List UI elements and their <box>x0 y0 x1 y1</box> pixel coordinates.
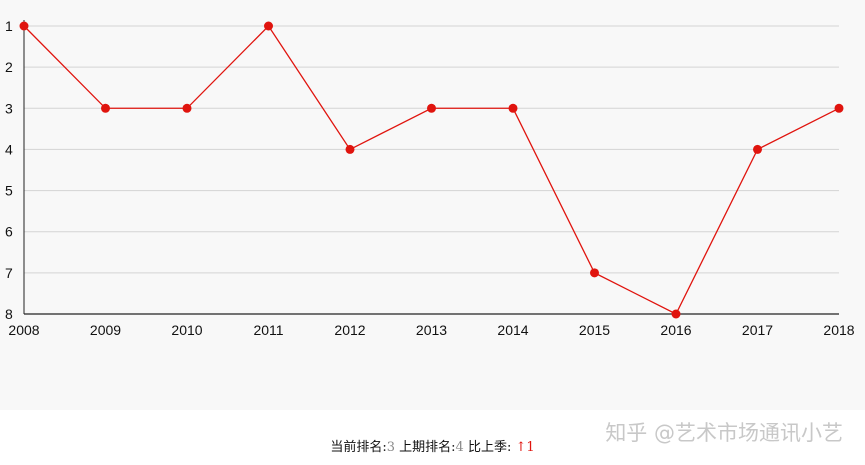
axis-layer <box>23 20 839 315</box>
x-tick-label: 2015 <box>579 322 610 338</box>
data-point <box>834 103 844 113</box>
data-point <box>19 21 29 31</box>
y-tick-label: 6 <box>5 224 13 240</box>
y-tick-label: 3 <box>5 100 13 116</box>
y-tick-label: 5 <box>5 183 13 199</box>
change-value: 1 <box>526 440 535 455</box>
data-point <box>671 309 681 319</box>
data-point <box>590 268 599 278</box>
x-tick-label: 2011 <box>253 322 283 338</box>
data-point <box>264 21 273 31</box>
x-tick-label: 2016 <box>660 322 691 338</box>
y-tick-label: 1 <box>5 18 13 34</box>
current-rank-label: 当前排名: <box>330 440 387 455</box>
current-rank-value: 3 <box>386 440 395 455</box>
y-tick-label: 4 <box>5 141 13 157</box>
grid-layer <box>24 25 839 274</box>
x-tick-label: 2012 <box>334 322 365 338</box>
x-tick-label: 2018 <box>823 322 854 338</box>
series-layer <box>19 21 844 319</box>
change-label: 比上季: <box>467 440 512 455</box>
x-tick-label: 2013 <box>416 322 447 338</box>
previous-rank-label: 上期排名: <box>399 440 456 455</box>
y-tick-label: 7 <box>5 265 13 281</box>
y-tick-label: 8 <box>5 306 13 322</box>
data-point <box>753 144 762 154</box>
up-arrow-icon: ↑ <box>515 440 527 455</box>
x-tick-label: 2017 <box>742 322 773 338</box>
rank-summary: 当前排名:3 上期排名:4 比上季: ↑1 <box>0 436 865 455</box>
data-point <box>427 103 436 113</box>
x-tick-label: 2008 <box>8 322 39 338</box>
x-tick-label: 2014 <box>497 322 528 338</box>
data-point <box>508 103 518 113</box>
x-tick-label: 2010 <box>171 322 202 338</box>
series-line <box>23 24 840 315</box>
y-tick-label: 2 <box>5 59 13 75</box>
data-point <box>101 103 110 113</box>
data-point <box>182 103 192 113</box>
data-point <box>345 144 355 154</box>
x-tick-label: 2009 <box>90 322 121 338</box>
watermark: 知乎 @艺术市场通讯小艺 <box>605 421 843 445</box>
chart-panel: 1 2 3 4 5 6 7 8 2008 2009 2010 2011 2012 2013 2014 2015… <box>5 18 855 338</box>
previous-rank-value: 4 <box>455 440 464 455</box>
